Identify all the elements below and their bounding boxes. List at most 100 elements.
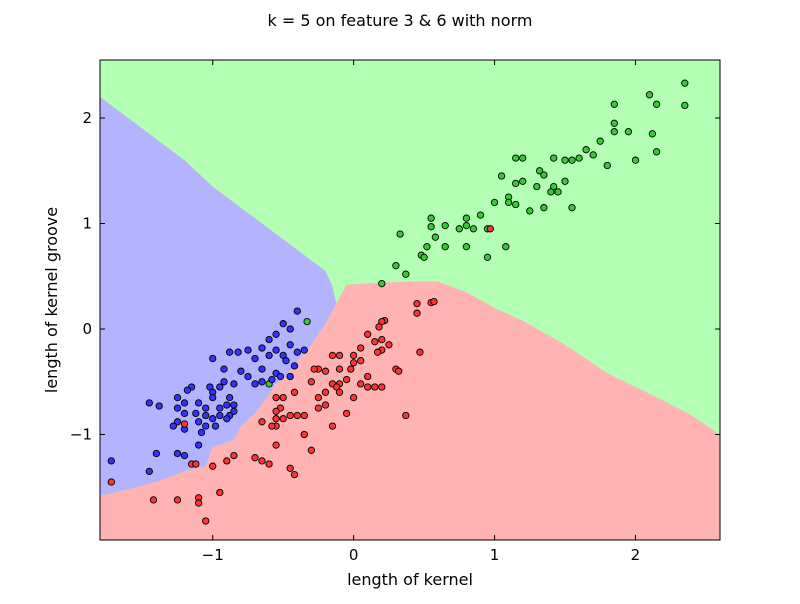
point-green [483,253,492,261]
y-tick-label: 1 [82,215,92,233]
point-green [550,154,558,162]
point-blue [300,346,308,354]
point-green [540,204,548,212]
point-red [107,478,115,486]
region-green [100,60,720,372]
point-blue [216,404,224,412]
point-red [342,409,351,418]
point-red [328,351,337,360]
point-blue [272,330,280,338]
point-red [321,388,330,396]
point-green [441,221,449,230]
point-red [310,365,318,373]
point-blue [237,367,245,375]
y-tick-label: 2 [82,109,92,127]
point-blue [230,380,238,388]
point-blue [180,399,189,407]
point-blue [290,362,299,370]
point-red [378,335,386,344]
region-blue [100,96,337,496]
point-green [652,148,661,156]
point-red [202,517,210,525]
point-red [321,401,330,409]
point-red [357,357,365,365]
point-red [258,457,266,465]
point-red [349,351,358,360]
point-blue [272,346,280,354]
point-red [230,451,238,460]
point-blue [152,449,161,458]
point-blue [209,393,217,402]
point-green [610,119,618,127]
point-green [512,179,520,188]
point-blue [251,380,259,388]
chart-title: k = 5 on feature 3 & 6 with norm [268,11,533,30]
point-blue [286,372,294,381]
y-axis: −1 0 1 2 [70,109,720,444]
point-red [364,330,372,338]
point-blue [145,399,153,407]
point-green [423,243,431,251]
point-red [272,393,280,402]
point-red [413,300,421,308]
point-blue [244,346,252,354]
point-red [307,378,316,386]
point-blue [276,372,285,381]
point-red [173,496,182,504]
point-red [290,388,299,396]
point-blue [223,415,231,423]
point-blue [169,422,177,430]
point-green [610,128,618,136]
point-red [272,415,280,423]
point-red [378,383,386,391]
point-green [624,128,633,136]
point-green [502,243,510,251]
point-red [335,388,344,396]
point-green [427,223,435,231]
point-blue [293,307,301,315]
point-blue [234,348,242,356]
point-red [216,488,224,497]
point-blue [202,404,210,412]
point-blue [194,418,203,426]
point-green [554,188,562,196]
point-red [364,383,372,391]
point-red [314,404,323,412]
point-red [251,454,259,462]
point-blue [225,348,234,356]
point-red [328,422,337,430]
point-green [589,151,597,159]
point-blue [223,401,231,409]
point-red [335,351,344,360]
point-blue [209,415,217,423]
point-green [561,156,569,164]
point-green [561,177,569,185]
point-blue [244,372,252,381]
point-green [378,279,386,288]
point-green [681,101,689,110]
point-blue [225,393,234,402]
point-green [462,221,471,230]
point-red [180,420,189,428]
point-red [300,430,308,439]
point-green [420,253,428,261]
point-red [349,393,358,402]
point-red [416,348,424,356]
point-red [300,411,308,420]
point-green [568,204,576,212]
point-green [490,198,499,207]
y-tick-label: −1 [70,426,92,444]
x-tick-label: 2 [631,546,641,564]
point-green [519,177,527,185]
point-blue [145,467,153,476]
point-blue [258,344,266,352]
point-red [293,411,301,420]
point-red [413,309,421,317]
point-red [335,365,344,373]
point-blue [220,378,228,386]
point-green [582,146,590,154]
point-green [455,225,463,233]
point-blue [282,357,290,365]
point-green [568,156,576,164]
